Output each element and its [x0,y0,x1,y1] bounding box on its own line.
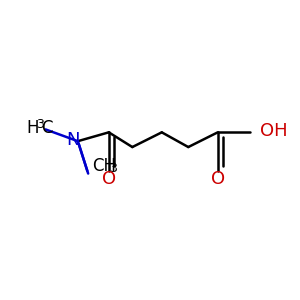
Text: N: N [67,131,80,149]
Text: 3: 3 [109,162,117,175]
Text: H: H [26,119,39,137]
Text: 3: 3 [36,118,43,130]
Text: OH: OH [260,122,288,140]
Text: O: O [102,170,116,188]
Text: C: C [41,119,52,137]
Text: CH: CH [93,157,117,175]
Text: O: O [211,170,225,188]
